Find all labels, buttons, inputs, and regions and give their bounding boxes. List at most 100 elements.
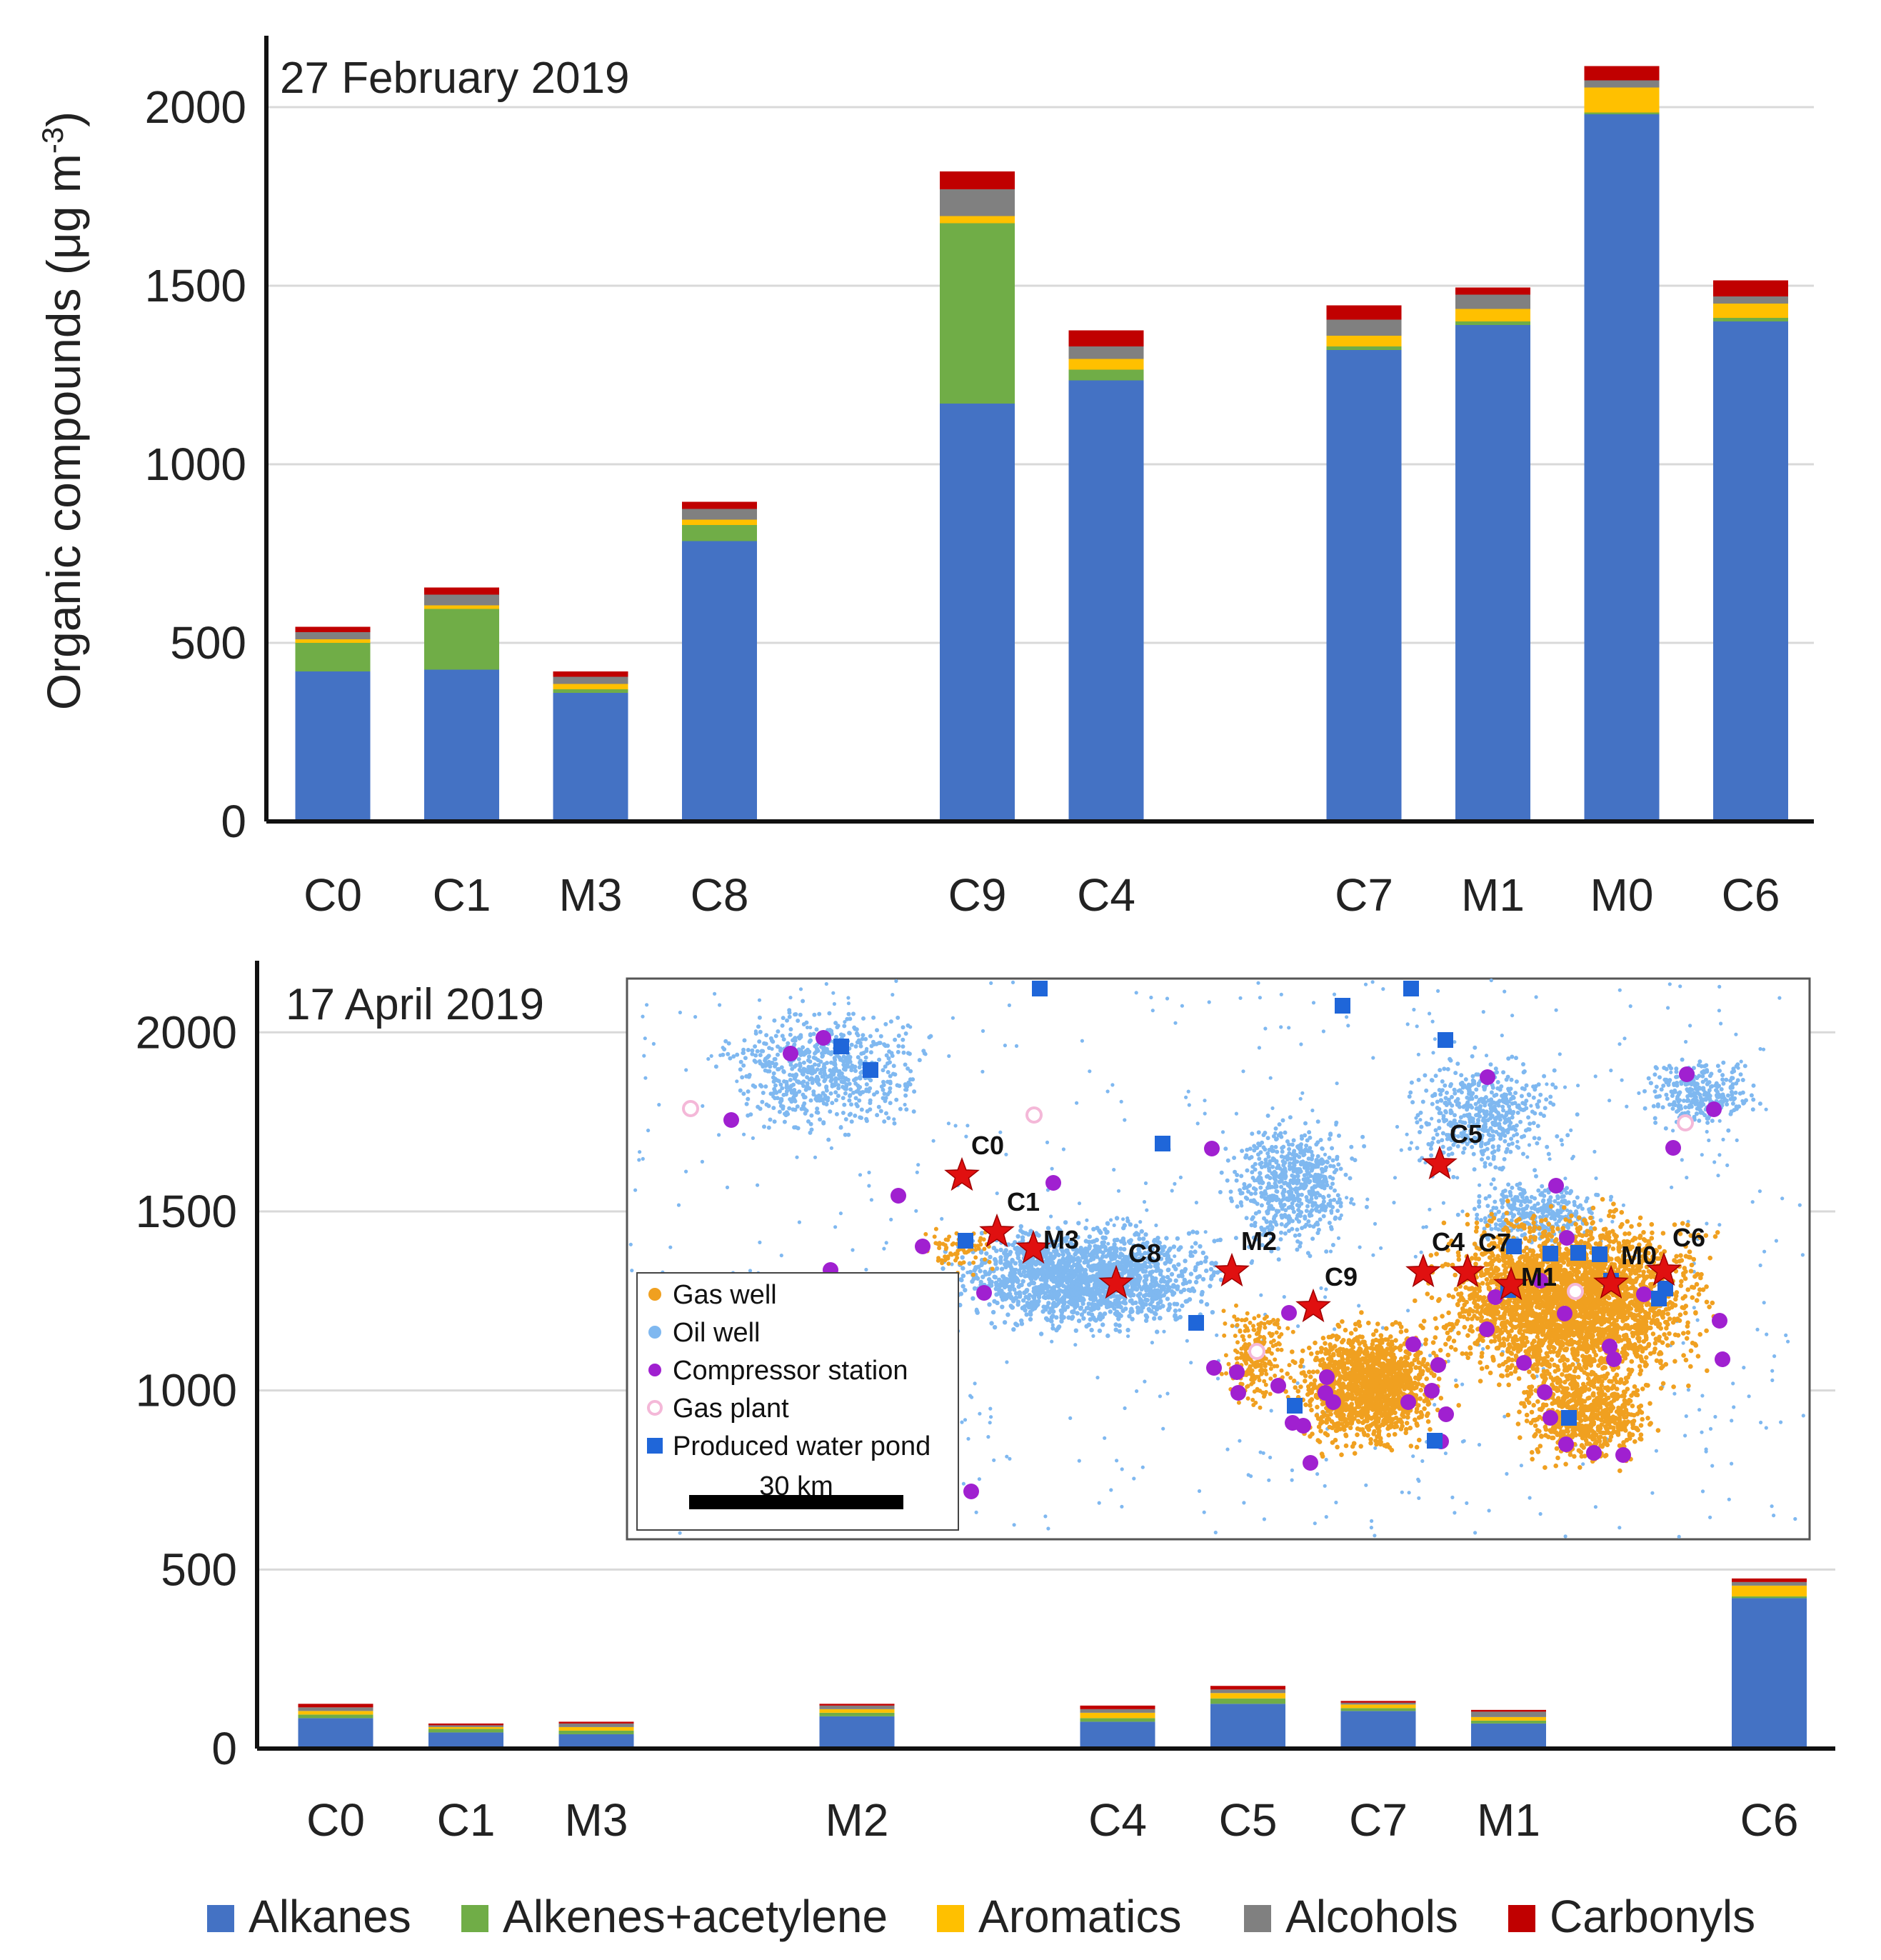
oil-well-dot (1077, 1201, 1082, 1206)
oil-well-dot (1173, 1181, 1177, 1186)
oil-well-dot (1717, 984, 1722, 989)
oil-well-dot (1415, 1024, 1419, 1029)
bar-c9-alcohols (940, 189, 1015, 216)
oil-well-dot (1112, 1168, 1116, 1172)
oil-well-dot (1138, 1220, 1143, 1224)
site-star (1098, 1264, 1134, 1299)
oil-well-dot (638, 1150, 642, 1154)
oil-well-dot (995, 1191, 999, 1196)
oil-well-dot (1678, 984, 1682, 989)
site-star (1422, 1145, 1458, 1180)
site-star (1450, 1253, 1485, 1288)
bar-c0-alcohols (298, 1707, 373, 1711)
water-pond-square (833, 1039, 849, 1054)
bar-c6-carbonyls (1713, 280, 1788, 296)
x-tick-label: C1 (433, 869, 491, 921)
oil-well-dot (1336, 1236, 1341, 1240)
oil-well-dot (756, 1183, 760, 1187)
oil-well-dot (889, 1217, 893, 1221)
bar-m2-carbonyls (819, 1704, 895, 1706)
water-pond-square (1438, 1032, 1453, 1048)
oil-well-dot (1012, 1523, 1016, 1527)
bar-stack-c7 (1326, 305, 1402, 821)
x-tick-labels: C0 C1 M3 M2 C4 C5 C7 M1 C6 (306, 1794, 1798, 1846)
bar-c0-carbonyls (295, 626, 371, 632)
oil-well-dot (1747, 1394, 1751, 1399)
compressor-station-dot (1665, 1140, 1681, 1156)
oil-well-dot (1569, 1128, 1573, 1132)
oil-well-dot (1073, 1343, 1078, 1347)
oil-well-dot (1270, 1106, 1275, 1111)
oil-well-dot (1453, 1511, 1457, 1515)
oil-well-dot (1707, 1138, 1711, 1143)
bar-stack-c1 (428, 1723, 503, 1749)
oil-well-dot (1393, 1176, 1398, 1180)
oil-well-dot (833, 1225, 838, 1229)
oil-well-dot (1621, 1203, 1625, 1207)
compressor-station-dot (963, 1484, 979, 1499)
oil-well-dot (1772, 1354, 1777, 1359)
oil-well-dot (1203, 1230, 1208, 1234)
oil-well-dot (1489, 1182, 1493, 1186)
bar-c8-alcohols (682, 509, 757, 520)
water-pond-square (1427, 1433, 1443, 1449)
site-label: C6 (1672, 1223, 1705, 1252)
oil-well-dot (1407, 1491, 1411, 1495)
oil-well-dot (1335, 1081, 1339, 1086)
x-tick-label: C6 (1740, 1794, 1799, 1846)
oil-well-dot (1003, 1044, 1007, 1048)
oil-well-dot (1392, 1201, 1396, 1205)
bar-c7-alcohols (1340, 1702, 1416, 1705)
oil-well-dot (846, 1001, 851, 1006)
x-tick-label: C1 (437, 1794, 496, 1846)
site-label: C0 (971, 1131, 1004, 1160)
oil-well-dot (1349, 1201, 1353, 1205)
bar-c0-carbonyls (298, 1704, 373, 1708)
site-star (979, 1213, 1015, 1248)
oil-well-dot (846, 996, 851, 1000)
bar-m3-carbonyls (558, 1721, 634, 1724)
oil-well-dot (1409, 1141, 1413, 1145)
oil-well-dot (709, 1054, 713, 1058)
oil-well-dot (1411, 1454, 1415, 1459)
oil-well-dot (1300, 1091, 1305, 1095)
x-tick-labels: C0 C1 M3 C8 C9 C4 C7 M1 M0 C6 (304, 869, 1780, 921)
bar-c6-alcohols (1732, 1581, 1807, 1586)
well-cluster (1218, 1114, 1369, 1265)
oil-well-dot (1142, 1200, 1147, 1204)
bar-stack-c4 (1080, 1705, 1155, 1749)
map-legend-produced-water-pond: Produced water pond (647, 1431, 931, 1461)
site-star (1015, 1229, 1051, 1264)
oil-well-dot (1684, 1039, 1688, 1044)
compressor-station-dot (1606, 1351, 1622, 1367)
oil-well-dot (1287, 1026, 1291, 1030)
compressor-station-dot (1400, 1394, 1416, 1410)
compressor-station-dot (1548, 1178, 1564, 1194)
compressor-station-dot (1319, 1369, 1335, 1385)
bar-c0-alkanes (295, 671, 371, 821)
oil-well-dot (1669, 1070, 1673, 1074)
compressor-station-dot (1430, 1357, 1446, 1373)
oil-well-dot (1428, 1011, 1432, 1016)
oil-well-dot (1132, 1476, 1136, 1481)
oil-well-dot (998, 1130, 1003, 1134)
bar-c9-alkenes-acetylene (940, 223, 1015, 404)
oil-well-dot (1339, 1213, 1343, 1217)
water-pond-square (1335, 998, 1350, 1014)
oil-well-dot (1207, 1000, 1211, 1004)
oil-well-dot (1186, 1089, 1190, 1094)
oil-well-dot (1143, 1379, 1147, 1384)
oil-well-dot (1418, 1118, 1423, 1122)
oil-well-dot (1762, 1301, 1766, 1305)
legend-label: Alkanes (249, 1891, 411, 1942)
map-legend-label: Gas well (673, 1280, 777, 1310)
bar-stack-m2 (819, 1704, 895, 1749)
y-tick-label: 0 (221, 796, 246, 847)
oil-well-dot (1734, 1032, 1738, 1036)
bar-m3-alkenes-acetylene (558, 1730, 634, 1734)
bar-c0-aromatics (298, 1711, 373, 1715)
oil-well-dot (1700, 1430, 1704, 1434)
compressor-station-dot (1559, 1230, 1575, 1246)
bar-stack-c1 (424, 587, 499, 821)
